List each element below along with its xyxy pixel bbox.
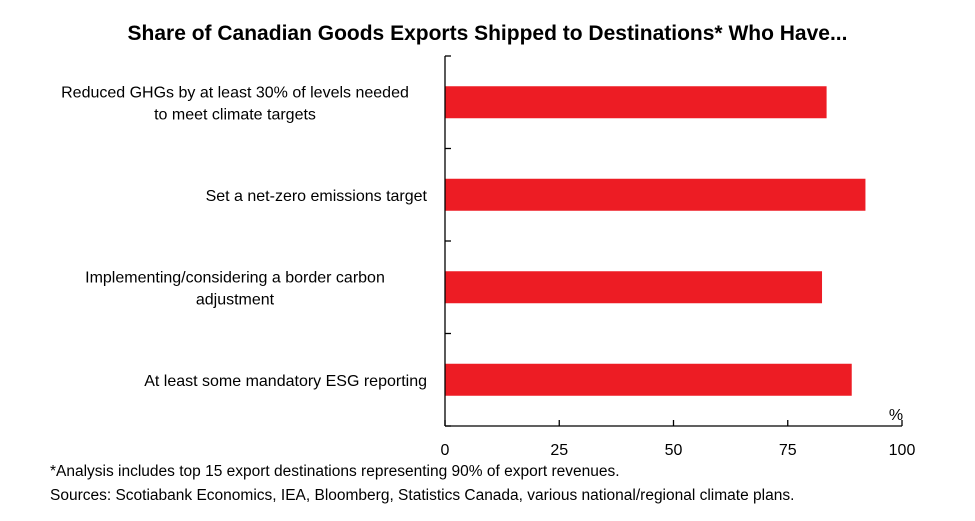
category-label-line: Reduced GHGs by at least 30% of levels n…	[61, 84, 409, 101]
bar-4	[445, 363, 852, 396]
category-label-4: At least some mandatory ESG reporting	[144, 373, 427, 390]
footnote-analysis: *Analysis includes top 15 export destina…	[50, 463, 620, 480]
bar-3	[445, 271, 823, 304]
category-label-line: Implementing/considering a border carbon	[85, 269, 385, 286]
x-tick-label: 75	[779, 442, 797, 459]
category-label-line: Set a net-zero emissions target	[206, 188, 428, 205]
x-tick-label: 100	[889, 442, 916, 459]
bar-1	[445, 86, 827, 119]
chart-title: Share of Canadian Goods Exports Shipped …	[127, 22, 848, 45]
category-label-line: to meet climate targets	[154, 106, 316, 123]
category-label-2: Set a net-zero emissions target	[206, 188, 428, 205]
bar-2	[445, 178, 866, 211]
x-axis-unit-label: %	[889, 407, 903, 424]
category-label-line: At least some mandatory ESG reporting	[144, 373, 427, 390]
category-label-1: Reduced GHGs by at least 30% of levels n…	[61, 84, 409, 123]
x-tick-label: 25	[550, 442, 568, 459]
x-tick-label: 50	[665, 442, 683, 459]
category-label-line: adjustment	[196, 291, 275, 308]
x-tick-label: 0	[441, 442, 450, 459]
category-label-3: Implementing/considering a border carbon…	[85, 269, 385, 308]
footnote-sources: Sources: Scotiabank Economics, IEA, Bloo…	[50, 487, 795, 504]
